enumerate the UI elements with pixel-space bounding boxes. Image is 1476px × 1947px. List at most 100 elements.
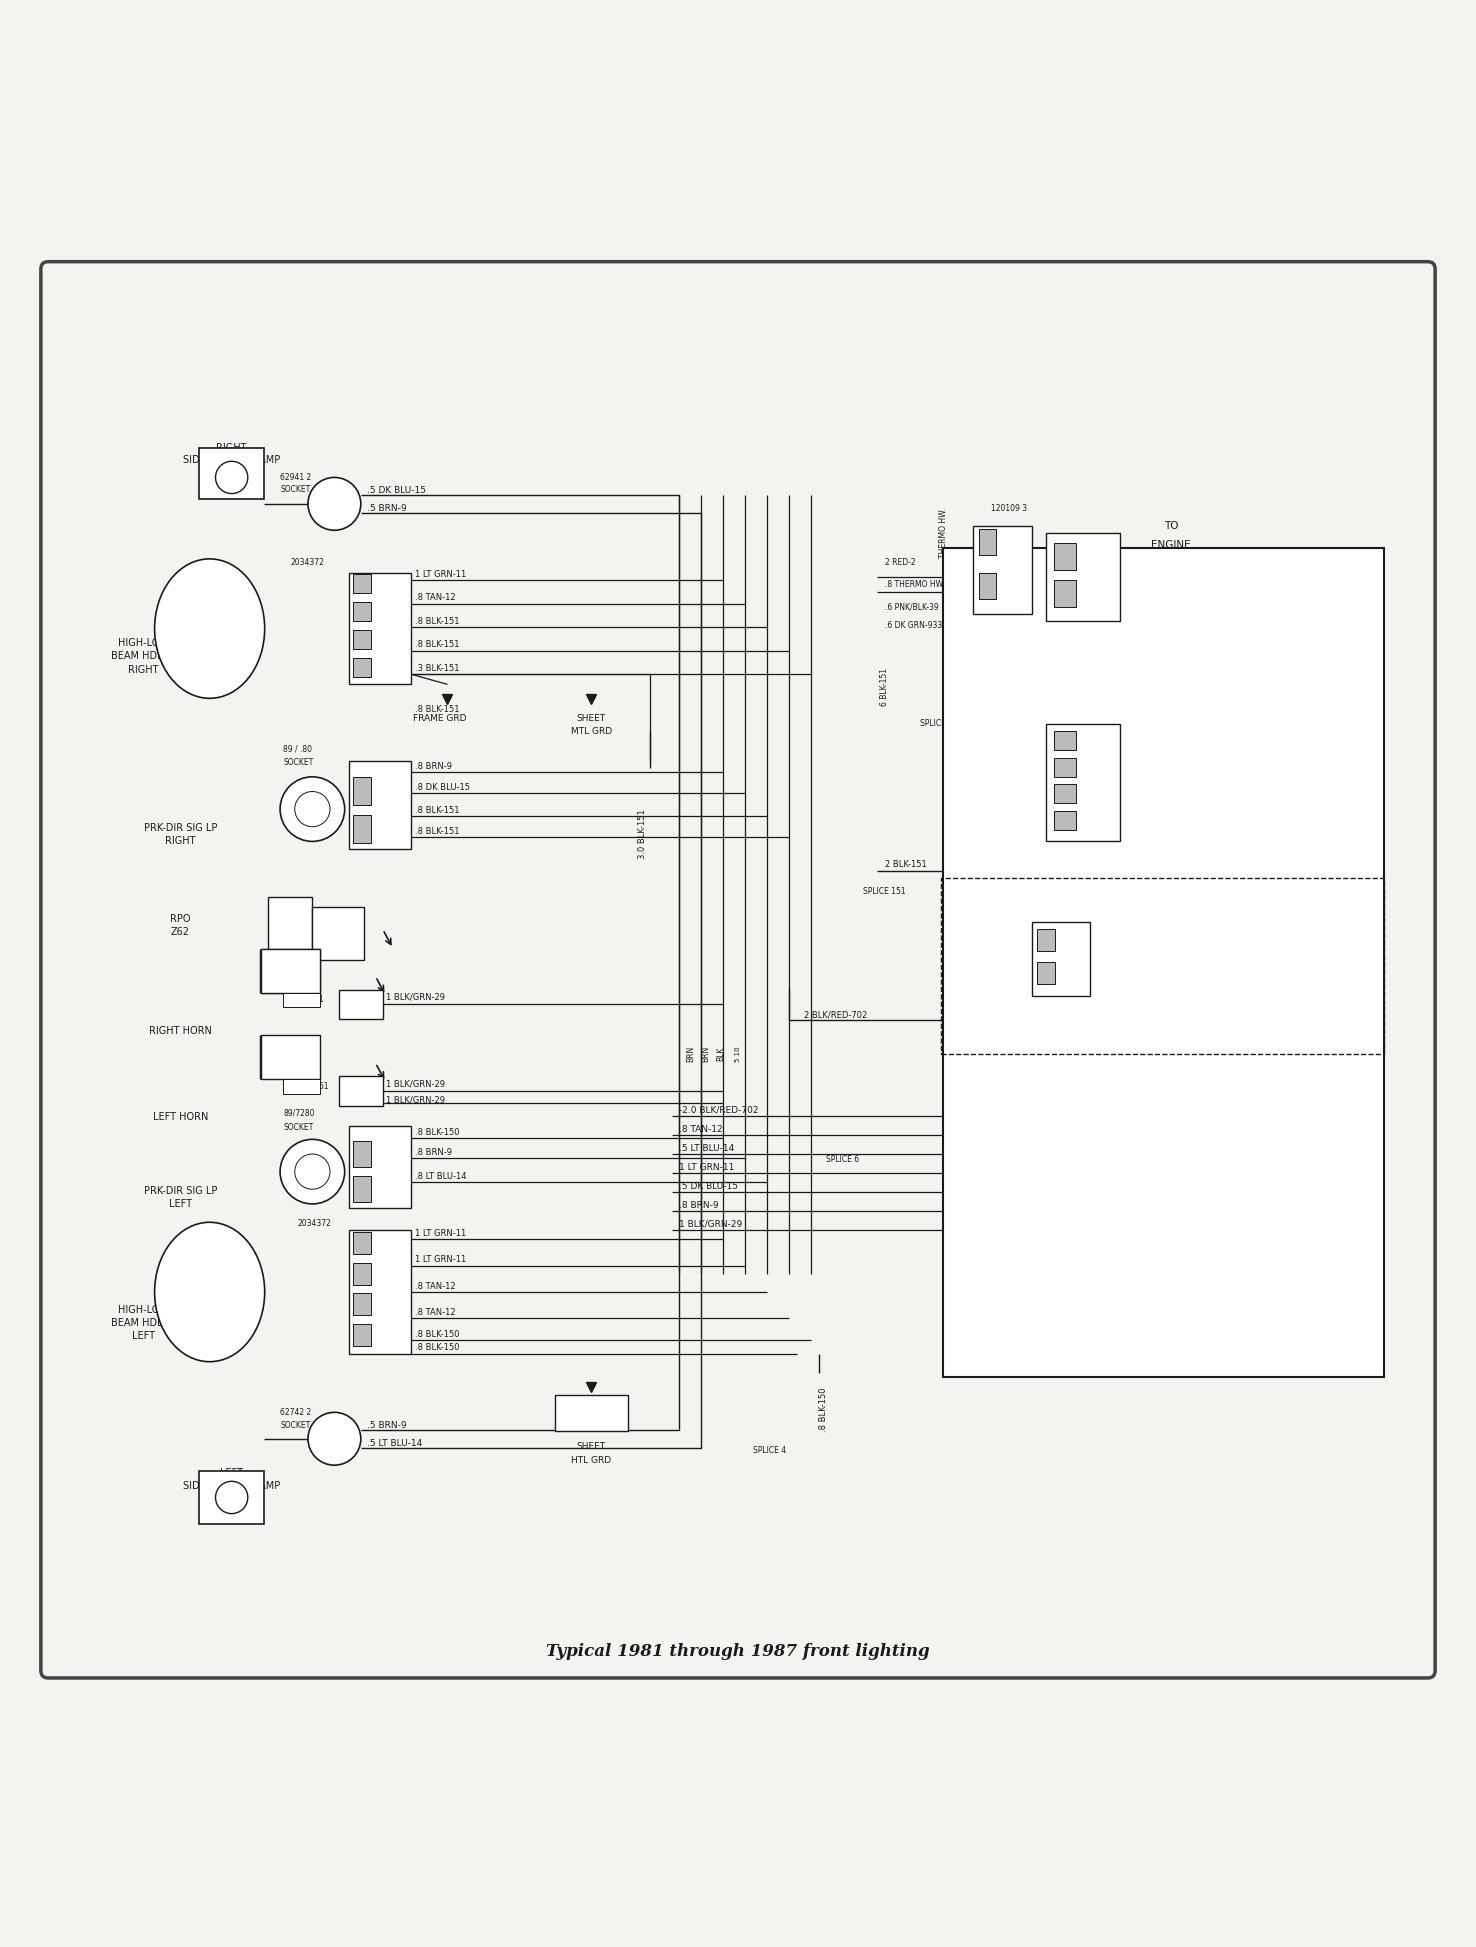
Text: .8 BRN-9: .8 BRN-9 xyxy=(679,1201,719,1209)
Bar xyxy=(353,1293,370,1316)
Text: SIDE MARKER LAMP: SIDE MARKER LAMP xyxy=(183,456,280,465)
Text: .6 PNK/BLK-39: .6 PNK/BLK-39 xyxy=(884,602,939,611)
Bar xyxy=(979,530,996,555)
Bar xyxy=(1054,543,1076,570)
Text: SIDE MARKER LAMP: SIDE MARKER LAMP xyxy=(183,1482,280,1491)
Text: COOLANT: COOLANT xyxy=(1153,956,1204,966)
Bar xyxy=(940,878,1384,1053)
Text: 150: 150 xyxy=(373,1301,388,1310)
Text: .8 BRN-9: .8 BRN-9 xyxy=(415,1149,452,1157)
Text: 1 BLK/GRN-29: 1 BLK/GRN-29 xyxy=(385,1096,444,1104)
Bar xyxy=(1038,929,1055,952)
Text: .5 LT BLU-14: .5 LT BLU-14 xyxy=(679,1143,735,1153)
Text: 12004261: 12004261 xyxy=(291,1083,329,1090)
Text: SOCKET: SOCKET xyxy=(280,1421,310,1429)
Bar xyxy=(353,602,370,621)
Text: .8 THERMO HW.: .8 THERMO HW. xyxy=(884,580,945,590)
Bar xyxy=(348,572,410,683)
Bar xyxy=(1032,923,1091,995)
Bar xyxy=(1054,785,1076,804)
Bar xyxy=(353,1264,370,1285)
Text: HIGH-LOW: HIGH-LOW xyxy=(118,1304,170,1314)
Text: 89 / .80: 89 / .80 xyxy=(283,744,311,753)
Bar xyxy=(555,1394,627,1431)
Text: BEAM HDLMP: BEAM HDLMP xyxy=(111,652,177,662)
Bar xyxy=(283,1079,320,1094)
Ellipse shape xyxy=(155,559,264,699)
Text: 933: 933 xyxy=(1080,790,1095,798)
Text: .8 TAN-12: .8 TAN-12 xyxy=(415,1281,456,1291)
Bar xyxy=(261,948,320,993)
Text: .5 BRN-9: .5 BRN-9 xyxy=(366,504,406,512)
Text: .8 BLK-151: .8 BLK-151 xyxy=(415,617,459,625)
Text: 1 BLK/GRN-29: 1 BLK/GRN-29 xyxy=(385,1079,444,1088)
Text: (RPO LE8 & C60): (RPO LE8 & C60) xyxy=(1137,582,1206,590)
Bar xyxy=(199,1472,264,1525)
Text: .8 BLK-150: .8 BLK-150 xyxy=(819,1386,828,1431)
Bar xyxy=(199,448,264,500)
Text: 120109 3: 120109 3 xyxy=(992,504,1027,512)
Text: 39: 39 xyxy=(1080,590,1089,600)
Text: 1 BLK/GRN-29: 1 BLK/GRN-29 xyxy=(385,993,444,1001)
Text: 62941 2: 62941 2 xyxy=(280,473,311,483)
Text: RIGHT HORN: RIGHT HORN xyxy=(149,1026,211,1036)
Text: 1 LT GRN-11: 1 LT GRN-11 xyxy=(415,1229,466,1238)
Text: 12015792: 12015792 xyxy=(1036,1009,1075,1018)
Text: 62742 2: 62742 2 xyxy=(280,1408,311,1417)
Circle shape xyxy=(295,1155,331,1190)
Text: .8 BLK-151: .8 BLK-151 xyxy=(415,827,459,835)
Text: 14: 14 xyxy=(373,1186,384,1195)
Text: .8 TAN-12: .8 TAN-12 xyxy=(415,594,456,602)
Text: 2034372: 2034372 xyxy=(291,559,325,567)
Text: PRK-DIR SIG LP: PRK-DIR SIG LP xyxy=(143,824,217,833)
Text: .8 BLK-151: .8 BLK-151 xyxy=(415,806,459,816)
Text: SPLICE 6: SPLICE 6 xyxy=(827,1155,859,1164)
Bar xyxy=(1046,724,1120,841)
Text: FRAME GRD: FRAME GRD xyxy=(413,715,466,722)
Bar xyxy=(353,1141,370,1168)
Text: BEAM HDLMP: BEAM HDLMP xyxy=(111,1318,177,1328)
Text: .3 BLK-151: .3 BLK-151 xyxy=(415,664,459,674)
Text: PRK-DIR SIG LP: PRK-DIR SIG LP xyxy=(143,1186,217,1195)
Text: SHEET: SHEET xyxy=(577,715,605,722)
Text: 39: 39 xyxy=(999,582,1010,592)
Bar xyxy=(348,1231,410,1353)
Circle shape xyxy=(280,1139,345,1203)
Text: HARNESS: HARNESS xyxy=(1147,561,1196,570)
Text: -2.0 BLK/RED-702: -2.0 BLK/RED-702 xyxy=(679,1106,759,1114)
Bar xyxy=(1054,810,1076,829)
Bar xyxy=(283,993,320,1007)
Circle shape xyxy=(215,461,248,495)
Bar xyxy=(317,1441,351,1456)
Text: 2: 2 xyxy=(1080,738,1085,746)
Circle shape xyxy=(295,792,331,827)
Text: SHEET: SHEET xyxy=(577,1441,605,1451)
Text: SPLICE 4: SPLICE 4 xyxy=(753,1447,785,1454)
Circle shape xyxy=(215,1482,248,1513)
Bar xyxy=(353,816,370,843)
Text: .8 BLK-150: .8 BLK-150 xyxy=(415,1127,459,1137)
Bar xyxy=(353,1176,370,1203)
Text: 6 BLK-151: 6 BLK-151 xyxy=(880,668,889,707)
Text: SOCKET: SOCKET xyxy=(283,757,313,767)
Text: 933: 933 xyxy=(999,539,1014,547)
Text: 2004261: 2004261 xyxy=(291,995,325,1005)
Text: RELAY: RELAY xyxy=(1176,765,1209,777)
Text: 1 BLK/GRN-29: 1 BLK/GRN-29 xyxy=(679,1221,742,1229)
Text: SOCKET: SOCKET xyxy=(283,1123,313,1131)
Bar xyxy=(348,761,410,849)
Bar xyxy=(317,506,351,522)
Text: 1 LT GRN-11: 1 LT GRN-11 xyxy=(415,570,466,578)
Text: .8 TAN-12: .8 TAN-12 xyxy=(415,1308,456,1316)
Text: BLK: BLK xyxy=(716,1047,725,1061)
Text: Z62: Z62 xyxy=(171,927,190,937)
Text: 2 BLK/RED-702: 2 BLK/RED-702 xyxy=(804,1010,868,1018)
Text: 702: 702 xyxy=(1080,816,1095,826)
Text: 2 RED-2: 2 RED-2 xyxy=(884,559,915,567)
Text: 12: 12 xyxy=(373,637,384,644)
Text: LEFT: LEFT xyxy=(131,1332,155,1341)
Bar xyxy=(269,898,313,970)
Text: .8 BLK-151: .8 BLK-151 xyxy=(415,641,459,648)
Text: .8 TAN-12: .8 TAN-12 xyxy=(679,1125,723,1133)
Text: 89/7280: 89/7280 xyxy=(283,1108,314,1118)
